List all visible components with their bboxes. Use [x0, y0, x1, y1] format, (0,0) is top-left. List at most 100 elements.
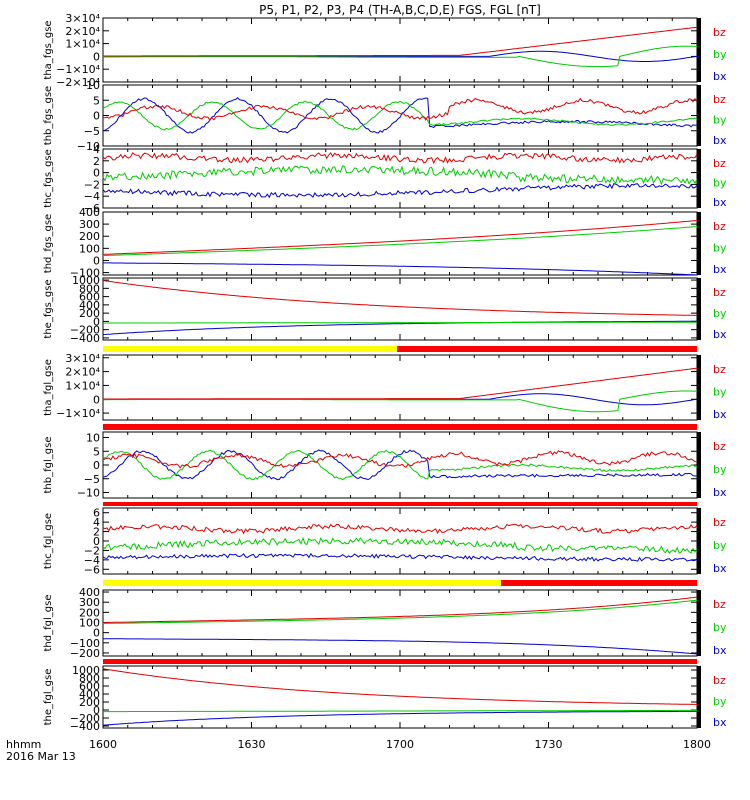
date-label: 2016 Mar 13: [6, 750, 76, 763]
ytick-label: −2×10⁴: [56, 76, 100, 89]
legend-bx: bx: [713, 644, 727, 657]
time-axis: hhmm 2016 Mar 13 1600 1630 1700 1730 1800: [6, 738, 711, 763]
ytick-label: −5: [84, 125, 100, 138]
legend-bz: bz: [713, 516, 726, 529]
legend-by: by: [713, 48, 727, 61]
ytick-label: −1×10⁴: [56, 407, 100, 420]
ytick-label: −6: [84, 202, 100, 215]
legend-bz: bz: [713, 363, 726, 376]
time-axis-label: hhmm: [6, 738, 41, 751]
series-line-bx: [102, 449, 698, 481]
time-tick-label: 1730: [535, 738, 563, 751]
ytick-label: 0: [93, 459, 100, 472]
ytick-label: 400: [79, 688, 100, 701]
ytick-label: 4: [93, 516, 100, 529]
ytick-label: 200: [79, 696, 100, 709]
mode-bar-segment: [103, 659, 697, 664]
panel-ylabel: thc_fgs_gse: [43, 149, 54, 208]
panel-thb_fgs_gse: thb_fgs_gse 10 5 0 −5 −10 bz by bx: [43, 79, 727, 153]
legend-by: by: [713, 114, 727, 127]
series-line-bx: [102, 320, 697, 336]
legend-bx: bx: [713, 263, 727, 276]
ytick-label: 200: [79, 307, 100, 320]
series-line-bz: [103, 596, 698, 623]
ytick-label: 1×10⁴: [65, 38, 100, 51]
series-line-by: [102, 449, 698, 481]
panel-ephemeris-bar: [697, 18, 701, 82]
ytick-label: 0: [93, 50, 100, 63]
legend-by: by: [713, 621, 727, 634]
panel-thc_fgs_gse: thc_fgs_gse 420−2−4−6 bz by bx: [43, 143, 727, 215]
series-line-by: [102, 164, 698, 186]
ytick-label: 200: [79, 230, 100, 243]
panel-ephemeris-bar: [697, 212, 701, 275]
legend-bx: bx: [713, 70, 727, 83]
panel-ylabel: the_fgs_gse: [43, 279, 54, 338]
panel-frame: [102, 507, 698, 575]
ytick-label: 2×10⁴: [65, 366, 100, 379]
ytick-label: 0: [93, 704, 100, 717]
series-line-bz: [102, 280, 697, 316]
ytick-label: 3×10⁴: [65, 352, 100, 365]
series-line-by: [102, 226, 698, 257]
panel-ylabel: thb_fgl_gse: [43, 437, 54, 494]
legend-bz: bz: [713, 26, 726, 39]
panel-frame: [102, 84, 698, 147]
ytick-label: −100: [70, 267, 100, 280]
ytick-label: 400: [79, 206, 100, 219]
legend-bx: bx: [713, 134, 727, 147]
series-line-by: [102, 536, 698, 554]
ytick-label: −200: [70, 712, 100, 725]
series-line-bx: [102, 552, 698, 562]
ytick-label: 200: [79, 606, 100, 619]
panel-ephemeris-bar: [697, 666, 701, 728]
legend-by: by: [713, 242, 727, 255]
ytick-label: 0: [93, 393, 100, 406]
panel-ephemeris-bar: [697, 149, 701, 208]
ytick-label: 2: [93, 526, 100, 539]
ytick-label: 100: [79, 242, 100, 255]
ytick-label: −400: [70, 720, 100, 733]
series-line-by: [103, 599, 698, 624]
mode-bar-group: [103, 346, 697, 664]
ytick-label: −5: [84, 473, 100, 486]
panel-frame: [102, 17, 698, 83]
ytick-label: −6: [84, 563, 100, 576]
ytick-label: −2: [84, 178, 100, 191]
ytick-label: 600: [79, 291, 100, 304]
ytick-label: −200: [70, 324, 100, 337]
panel-frame: [102, 148, 698, 209]
legend-bx: bx: [713, 408, 727, 421]
legend-bz: bz: [713, 674, 726, 687]
legend-bz: bz: [713, 157, 726, 170]
ytick-label: 800: [79, 282, 100, 295]
legend-by: by: [713, 539, 727, 552]
legend-by: by: [713, 307, 727, 320]
legend-bx: bx: [713, 196, 727, 209]
mode-bar-segment: [103, 502, 697, 506]
ytick-label: 5: [93, 94, 100, 107]
ytick-label: 6: [93, 507, 100, 520]
ytick-label: 600: [79, 680, 100, 693]
ytick-label: 3×10⁴: [65, 12, 100, 25]
panel-ylabel: thc_fgl_gse: [43, 513, 54, 569]
mode-bar-segment: [103, 346, 398, 352]
series-line-bx: [103, 638, 698, 655]
panel-group: tha_fgs_gse3×10⁴2×10⁴1×10⁴0−1×10⁴−2×10⁴b…: [43, 12, 727, 733]
ytick-label: 0: [93, 110, 100, 123]
panel-ylabel: thd_fgl_gse: [43, 595, 54, 652]
ytick-label: 1000: [72, 274, 100, 287]
panel-frame: [102, 277, 698, 341]
panel-ephemeris-bar: [697, 508, 701, 574]
legend-by: by: [713, 463, 727, 476]
ytick-label: 1×10⁴: [65, 379, 100, 392]
legend-bx: bx: [713, 716, 727, 729]
legend-bz: bz: [713, 598, 726, 611]
legend-by: by: [713, 695, 727, 708]
series-line-bz: [102, 450, 698, 469]
